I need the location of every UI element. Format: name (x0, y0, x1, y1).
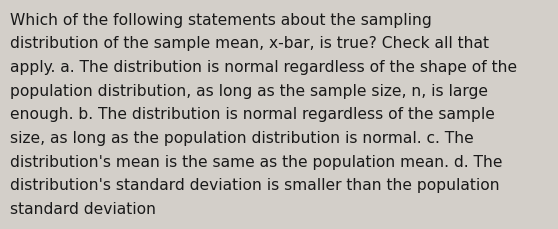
Text: distribution's mean is the same as the population mean. d. The: distribution's mean is the same as the p… (10, 154, 503, 169)
Text: distribution of the sample mean, x-bar, is true? Check all that: distribution of the sample mean, x-bar, … (10, 36, 489, 51)
Text: distribution's standard deviation is smaller than the population: distribution's standard deviation is sma… (10, 178, 499, 193)
Text: Which of the following statements about the sampling: Which of the following statements about … (10, 13, 432, 27)
Text: enough. b. The distribution is normal regardless of the sample: enough. b. The distribution is normal re… (10, 107, 495, 122)
Text: apply. a. The distribution is normal regardless of the shape of the: apply. a. The distribution is normal reg… (10, 60, 517, 75)
Text: population distribution, as long as the sample size, n, is large: population distribution, as long as the … (10, 83, 488, 98)
Text: size, as long as the population distribution is normal. c. The: size, as long as the population distribu… (10, 131, 474, 145)
Text: standard deviation: standard deviation (10, 201, 156, 216)
